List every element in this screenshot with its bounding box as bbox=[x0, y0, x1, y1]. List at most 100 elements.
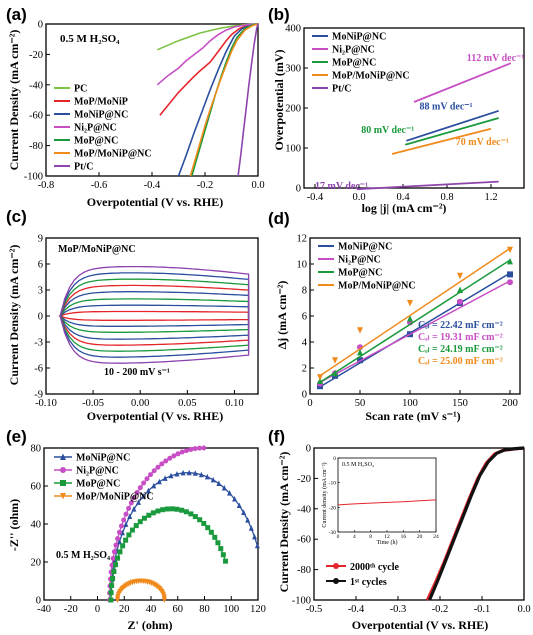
panel-d-xtick-label: 50 bbox=[355, 398, 366, 409]
panel-d-point-3 bbox=[357, 327, 363, 334]
panel-d-legend-label: Ni₂P@NC bbox=[338, 255, 381, 266]
panel-e-point-2 bbox=[205, 525, 211, 531]
panel-a-xtick-label: -0.2 bbox=[197, 180, 214, 191]
panel-d-point-3 bbox=[407, 300, 413, 307]
panel-e-point-2 bbox=[126, 532, 132, 538]
panel-e-legend-marker bbox=[60, 453, 66, 460]
panel-f-legend-marker bbox=[333, 563, 339, 569]
panel-d-point-2 bbox=[332, 369, 338, 377]
panel-e-legend-label: Ni₂P@NC bbox=[76, 466, 119, 477]
panel-d-ytick-label: 2 bbox=[302, 364, 307, 375]
panel-a-xtick-label: -0.8 bbox=[38, 180, 55, 191]
panel-a-electrolyte: 0.5 M H₂SO₄ bbox=[60, 33, 120, 45]
panel-d-ytick-label: 8 bbox=[302, 286, 307, 297]
panel-e-point-1 bbox=[126, 505, 132, 511]
panel-e-ytick-label: 60 bbox=[31, 482, 42, 493]
panel-f-inset-ylabel: Current density (mA cm⁻²) bbox=[321, 462, 328, 527]
panel-d-point-1 bbox=[507, 279, 513, 286]
panel-f-inset-xtick-label: 12 bbox=[384, 534, 390, 540]
panel-d-plot: 0 50 100 150 200 0 2 4 6 8 10 12 MoNiP@NC Ni₂P@NC MoP@… bbox=[297, 234, 521, 409]
panel-c-xtick-label: 0.10 bbox=[225, 398, 243, 409]
panel-b-series-4-line bbox=[356, 180, 499, 191]
panel-e-ytick-label: 80 bbox=[31, 444, 42, 455]
panel-b-ylabel: Overpotential (mV) bbox=[272, 50, 286, 151]
panel-f-xtick-label: -0.3 bbox=[390, 604, 407, 615]
panel-f-xtick-label: -0.1 bbox=[474, 604, 491, 615]
panel-e-point-1 bbox=[151, 468, 157, 474]
panel-e-point-0 bbox=[227, 490, 233, 496]
panel-e-point-0 bbox=[156, 478, 162, 485]
panel-e-point-0 bbox=[232, 495, 238, 502]
panel-e-point-2 bbox=[220, 552, 226, 558]
panel-b-xtick-label: 1.2 bbox=[484, 192, 497, 203]
panel-a-legend-label: MoP/MoNiP bbox=[74, 97, 128, 108]
panel-b-xtick-label: 0.4 bbox=[396, 192, 410, 203]
panel-f-xtick-label: -0.4 bbox=[348, 604, 365, 615]
panel-e-xtick-label: 40 bbox=[146, 604, 157, 615]
panel-d-point-3 bbox=[332, 357, 338, 364]
panel-e-legend-label: MoP@NC bbox=[76, 479, 120, 490]
panel-e-point-0 bbox=[210, 476, 216, 483]
panel-b-xtick-label: 0.0 bbox=[352, 192, 365, 203]
panel-e-point-0 bbox=[236, 502, 242, 508]
panel-e-ylabel: -Z'' (ohm) bbox=[7, 499, 21, 551]
panel-e-point-2 bbox=[223, 558, 229, 564]
panel-e-legend-marker bbox=[60, 493, 66, 500]
panel-a-label: (a) bbox=[6, 5, 27, 24]
panel-e-point-2 bbox=[146, 512, 152, 518]
panel-c-xtick-label: -0.05 bbox=[82, 398, 104, 409]
panel-e-point-1 bbox=[118, 523, 124, 529]
panel-f-legend-label: 1ˢᵗ cycles bbox=[350, 577, 387, 588]
panel-c-cv-loop-7 bbox=[59, 265, 250, 364]
panel-e-point-2 bbox=[174, 506, 180, 512]
panel-d-legend-label: MoP/MoNiP@NC bbox=[338, 281, 416, 292]
panel-e-point-0 bbox=[145, 487, 151, 494]
panel-e-xtick-label: 20 bbox=[119, 604, 130, 615]
panel-c-xtick-label: -0.10 bbox=[35, 398, 57, 409]
panel-b-tafel-slope-label: 112 mV dec⁻¹ bbox=[467, 53, 525, 64]
panel-e-xtick-label: 80 bbox=[199, 604, 210, 615]
panel-f-inset-frame bbox=[337, 457, 437, 533]
panel-f-ytick-label: -80 bbox=[297, 565, 311, 576]
panel-e-point-2 bbox=[192, 514, 198, 520]
panel-c-xlabel: Overpotential (V vs. RHE) bbox=[87, 409, 223, 423]
panel-f-inset-xtick-label: 20 bbox=[417, 534, 423, 540]
panel-f-inset-line bbox=[337, 499, 437, 506]
panel-e-point-2 bbox=[141, 515, 147, 521]
panel-e-legend-label: MoP/MoNiP@NC bbox=[76, 492, 154, 503]
panel-e-point-1 bbox=[123, 511, 129, 517]
panel-d-point-3 bbox=[507, 246, 513, 254]
panel-e-point-1 bbox=[128, 500, 134, 506]
panel-e-point-0 bbox=[174, 470, 180, 477]
panel-a-ytick-label: -60 bbox=[29, 111, 43, 122]
panel-b-ytick-label: 400 bbox=[285, 24, 301, 35]
panel-b-series-2-line bbox=[404, 117, 499, 146]
panel-d-point-3 bbox=[457, 272, 463, 280]
panel-e-point-2 bbox=[150, 510, 156, 516]
panel-e-point-2 bbox=[117, 549, 123, 555]
panel-e-point-1 bbox=[179, 449, 185, 455]
panel-e-point-2 bbox=[212, 534, 218, 540]
panel-c-ytick-label: -6 bbox=[34, 364, 43, 375]
panel-e-point-2 bbox=[183, 509, 189, 515]
panel-a-ytick-label: -80 bbox=[29, 141, 43, 152]
panel-b-tafel-slope-label: 80 mV dec⁻¹ bbox=[361, 125, 414, 136]
panel-f-inset-xlabel: Time (h) bbox=[377, 539, 398, 546]
panel-b-legend-label: MoNiP@NC bbox=[332, 32, 386, 43]
panel-e-xtick-label: -40 bbox=[37, 604, 51, 615]
panel-e-point-0 bbox=[127, 513, 133, 520]
panel-f-inset-ytick-label: 0 bbox=[333, 456, 336, 462]
panel-d-point-3 bbox=[317, 374, 323, 381]
panel-e-point-1 bbox=[171, 453, 177, 459]
panel-e-point-2 bbox=[218, 546, 224, 552]
panel-b-ytick-label: 300 bbox=[285, 64, 301, 75]
panel-e-point-2 bbox=[123, 537, 129, 543]
panel-e-point-2 bbox=[111, 568, 117, 574]
panel-e-point-2 bbox=[110, 575, 116, 581]
panel-e-point-1 bbox=[121, 517, 127, 523]
panel-b-ytick-label: 0 bbox=[296, 184, 301, 195]
panel-f-ytick-label: -40 bbox=[297, 504, 311, 515]
panel-e-point-0 bbox=[168, 472, 174, 479]
panel-b-legend-label: Ni₂P@NC bbox=[332, 45, 375, 56]
